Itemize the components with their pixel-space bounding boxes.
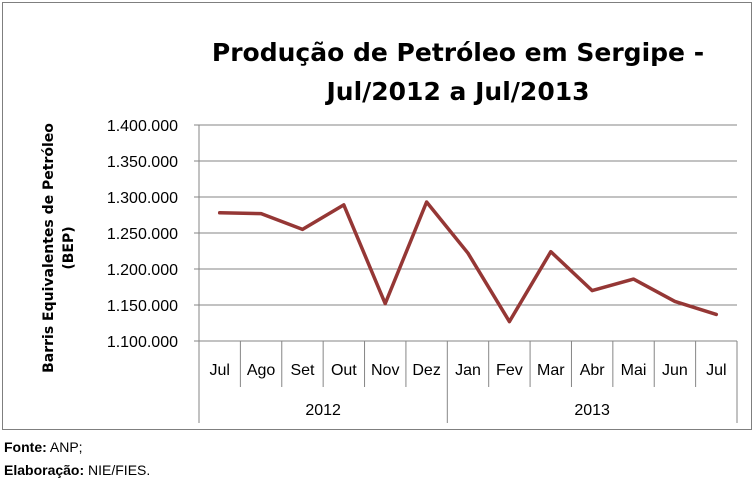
- data-point: [218, 211, 222, 215]
- y-axis-ticks: 1.100.000 1.150.000 1.200.000 1.250.000 1.30…: [107, 118, 199, 351]
- y-axis-label-line-1: Barris Equivalentes de Petróleo: [41, 123, 57, 373]
- x-tick-label: Mai: [621, 362, 647, 379]
- x-group-label: 2013: [574, 402, 610, 419]
- preparation-note: Elaboração: NIE/FIES.: [4, 459, 150, 482]
- source-key: Fonte:: [4, 439, 47, 455]
- y-tick-label: 1.100.000: [107, 334, 178, 351]
- preparation-key: Elaboração:: [4, 462, 85, 478]
- data-point: [632, 277, 636, 281]
- data-point: [425, 200, 429, 204]
- data-point: [673, 299, 677, 303]
- x-tick-label: Jul: [209, 362, 229, 379]
- data-point: [342, 203, 346, 207]
- chart-title-line-1: Produção de Petróleo em Sergipe -: [212, 38, 704, 67]
- chart-title-line-2: Jul/2012 a Jul/2013: [324, 77, 589, 106]
- chart-title: Produção de Petróleo em Sergipe - Jul/20…: [212, 38, 704, 106]
- series-group: [217, 200, 719, 324]
- x-group-label: 2012: [305, 402, 341, 419]
- line-chart: Produção de Petróleo em Sergipe - Jul/20…: [41, 38, 738, 423]
- x-tick-label: Abr: [580, 362, 606, 379]
- data-point: [507, 320, 511, 324]
- data-point: [383, 302, 387, 306]
- series-line: [217, 200, 719, 324]
- x-axis: Jul Ago Set Out Nov Dez Jan Fev Mar Abr Mai Jun Jul 2…: [198, 340, 738, 423]
- x-tick-label: Fev: [496, 362, 523, 379]
- y-tick-label: 1.300.000: [107, 190, 178, 207]
- source-note: Fonte: ANP;: [4, 436, 150, 459]
- chart-footer: Fonte: ANP; Elaboração: NIE/FIES.: [4, 436, 150, 482]
- chart-frame: Produção de Petróleo em Sergipe - Jul/20…: [2, 2, 752, 430]
- y-tick-label: 1.400.000: [107, 118, 178, 135]
- x-tick-label: Mar: [537, 362, 565, 379]
- y-tick-label: 1.350.000: [107, 154, 178, 171]
- data-point: [300, 227, 304, 231]
- y-tick-label: 1.150.000: [107, 298, 178, 315]
- x-tick-label: Set: [290, 362, 315, 379]
- y-axis-label-line-2: (BEP): [61, 226, 77, 269]
- y-axis-label: Barris Equivalentes de Petróleo (BEP): [41, 123, 77, 373]
- x-tick-label: Dez: [412, 362, 440, 379]
- x-tick-label: Nov: [371, 362, 399, 379]
- y-tick-label: 1.200.000: [107, 262, 178, 279]
- preparation-value: NIE/FIES.: [84, 462, 151, 478]
- x-tick-label: Ago: [247, 362, 276, 379]
- x-tick-label: Out: [331, 362, 357, 379]
- data-point: [714, 312, 718, 316]
- data-point: [259, 212, 263, 216]
- data-point: [466, 251, 470, 255]
- x-tick-label: Jul: [706, 362, 726, 379]
- x-tick-label: Jun: [662, 362, 688, 379]
- data-point: [549, 250, 553, 254]
- data-point: [590, 289, 594, 293]
- x-tick-label: Jan: [455, 362, 481, 379]
- gridlines: [198, 124, 737, 342]
- source-value: ANP;: [46, 439, 83, 455]
- y-tick-label: 1.250.000: [107, 226, 178, 243]
